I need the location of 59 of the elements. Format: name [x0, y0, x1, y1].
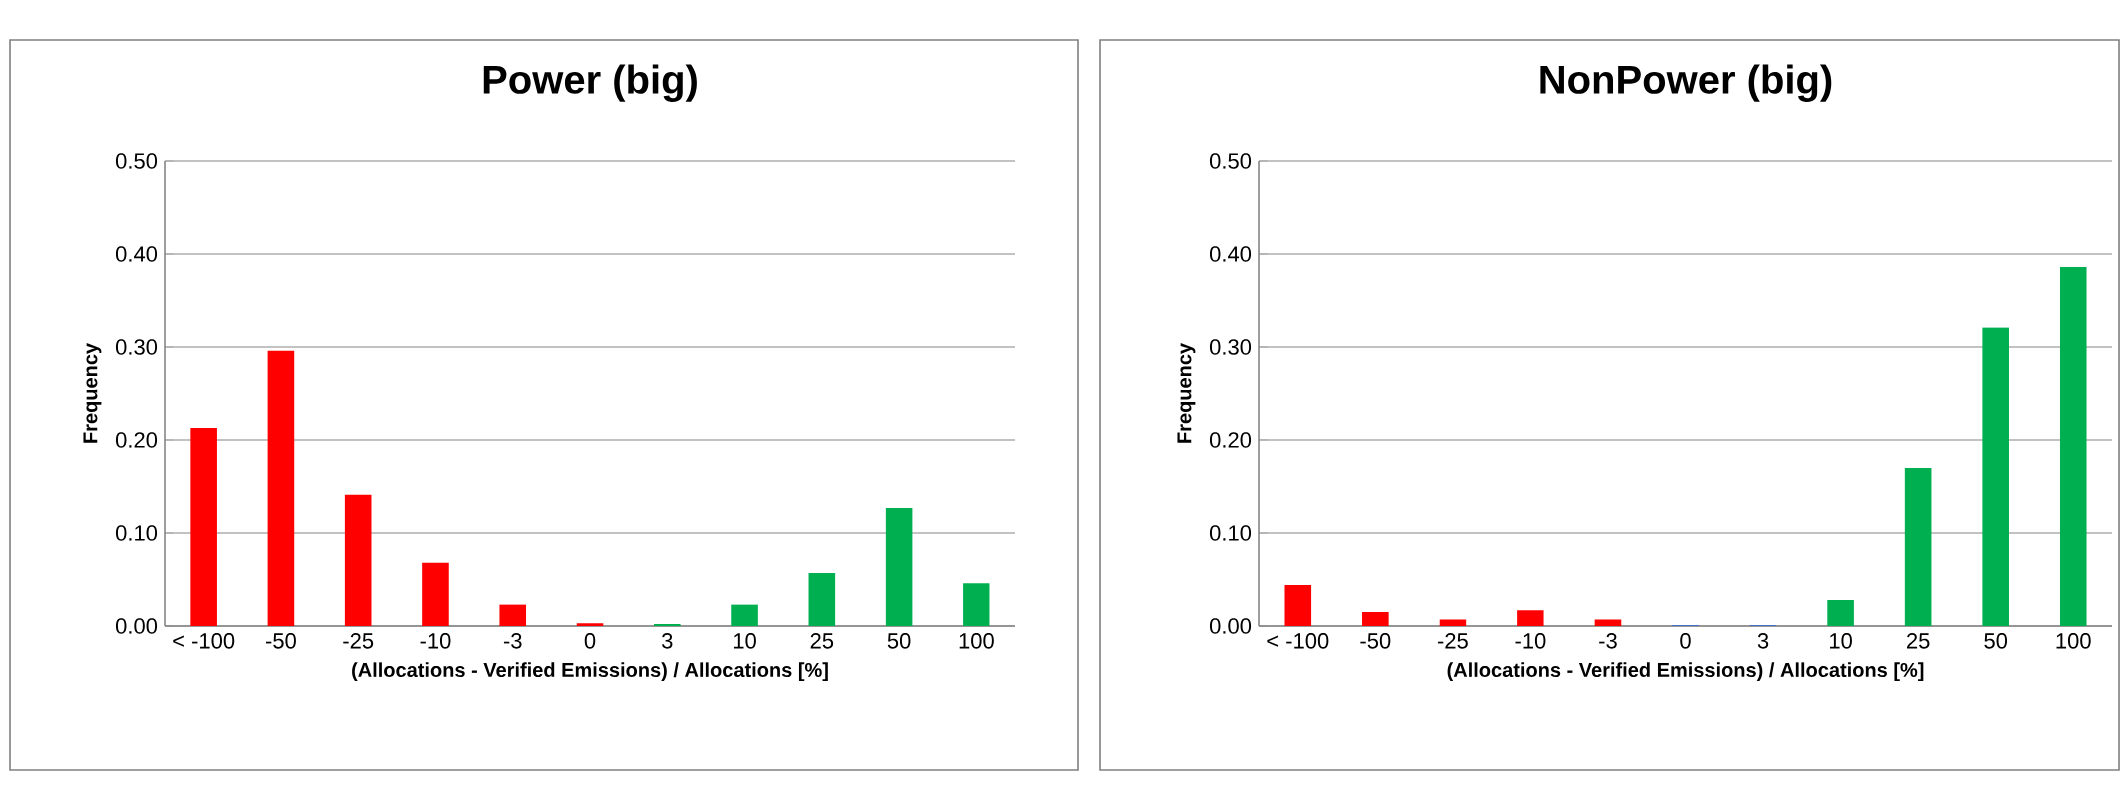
bar [1362, 612, 1389, 626]
bar [1517, 610, 1544, 626]
y-tick-label: 0.30 [115, 339, 158, 355]
bar [731, 604, 758, 626]
x-tick-label: 100 [2056, 633, 2091, 649]
bar [1827, 599, 1854, 626]
y-tick-label: 0.20 [115, 432, 158, 448]
x-tick-label: < -100 [173, 633, 235, 649]
x-tick-label: -50 [1360, 633, 1391, 649]
bar [885, 507, 913, 626]
y-axis-title: Frequency [83, 343, 102, 443]
y-tick-label: 0.10 [1209, 525, 1252, 541]
bar [576, 623, 604, 626]
x-tick-label: 50 [887, 633, 911, 649]
bar [267, 350, 295, 626]
bar [422, 562, 449, 626]
x-tick-label: -10 [1515, 633, 1546, 649]
x-tick-label: 10 [1830, 633, 1852, 649]
y-tick-label: 0.00 [1209, 618, 1252, 634]
y-tick-label: 0.20 [1209, 432, 1252, 448]
x-tick-label: 50 [1984, 633, 2008, 649]
bar [499, 604, 527, 626]
y-tick-label: 0.30 [1209, 339, 1252, 355]
x-tick-label: < -100 [1267, 633, 1329, 649]
y-tick-label: 0.40 [115, 246, 158, 262]
x-tick-label: -10 [420, 633, 451, 649]
x-tick-label: -25 [1437, 633, 1468, 649]
x-tick-label: 3 [662, 633, 673, 649]
y-tick-label: 0.50 [1209, 153, 1252, 169]
bar [808, 572, 836, 626]
x-tick-label: -3 [1599, 633, 1617, 649]
x-tick-label: 25 [1907, 633, 1930, 649]
bar [1284, 585, 1312, 626]
y-tick-label: 0.00 [115, 618, 158, 634]
x-tick-label: 100 [959, 633, 994, 649]
bar [1594, 619, 1622, 626]
x-tick-label: -25 [343, 633, 374, 649]
x-tick-label: 0 [1680, 633, 1691, 649]
x-tick-label: 10 [733, 633, 756, 649]
x-tick-label: -3 [503, 633, 522, 649]
x-tick-label: 0 [584, 633, 596, 649]
bar [963, 583, 990, 626]
y-axis-title: Frequency [1177, 343, 1196, 443]
y-tick-label: 0.50 [115, 153, 158, 169]
x-tick-label: 3 [1757, 633, 1769, 649]
bar [2059, 267, 2087, 626]
y-tick-label: 0.10 [115, 525, 158, 541]
x-tick-label: -50 [265, 633, 296, 649]
bar [1439, 619, 1467, 626]
bar [344, 494, 372, 626]
x-axis-title: (Allocations - Verified Emissions) / Allocations [%] [1447, 662, 1924, 681]
x-tick-label: 25 [810, 633, 834, 649]
chart-title: NonPower (big) [1540, 64, 1832, 102]
x-axis-title: (Allocations - Verified Emissions) / Allocations [%] [352, 662, 828, 681]
chart-title: Power (big) [483, 64, 697, 102]
bar [1904, 467, 1932, 626]
y-tick-label: 0.40 [1209, 246, 1252, 262]
bar [190, 427, 217, 626]
bar [1982, 327, 2009, 626]
